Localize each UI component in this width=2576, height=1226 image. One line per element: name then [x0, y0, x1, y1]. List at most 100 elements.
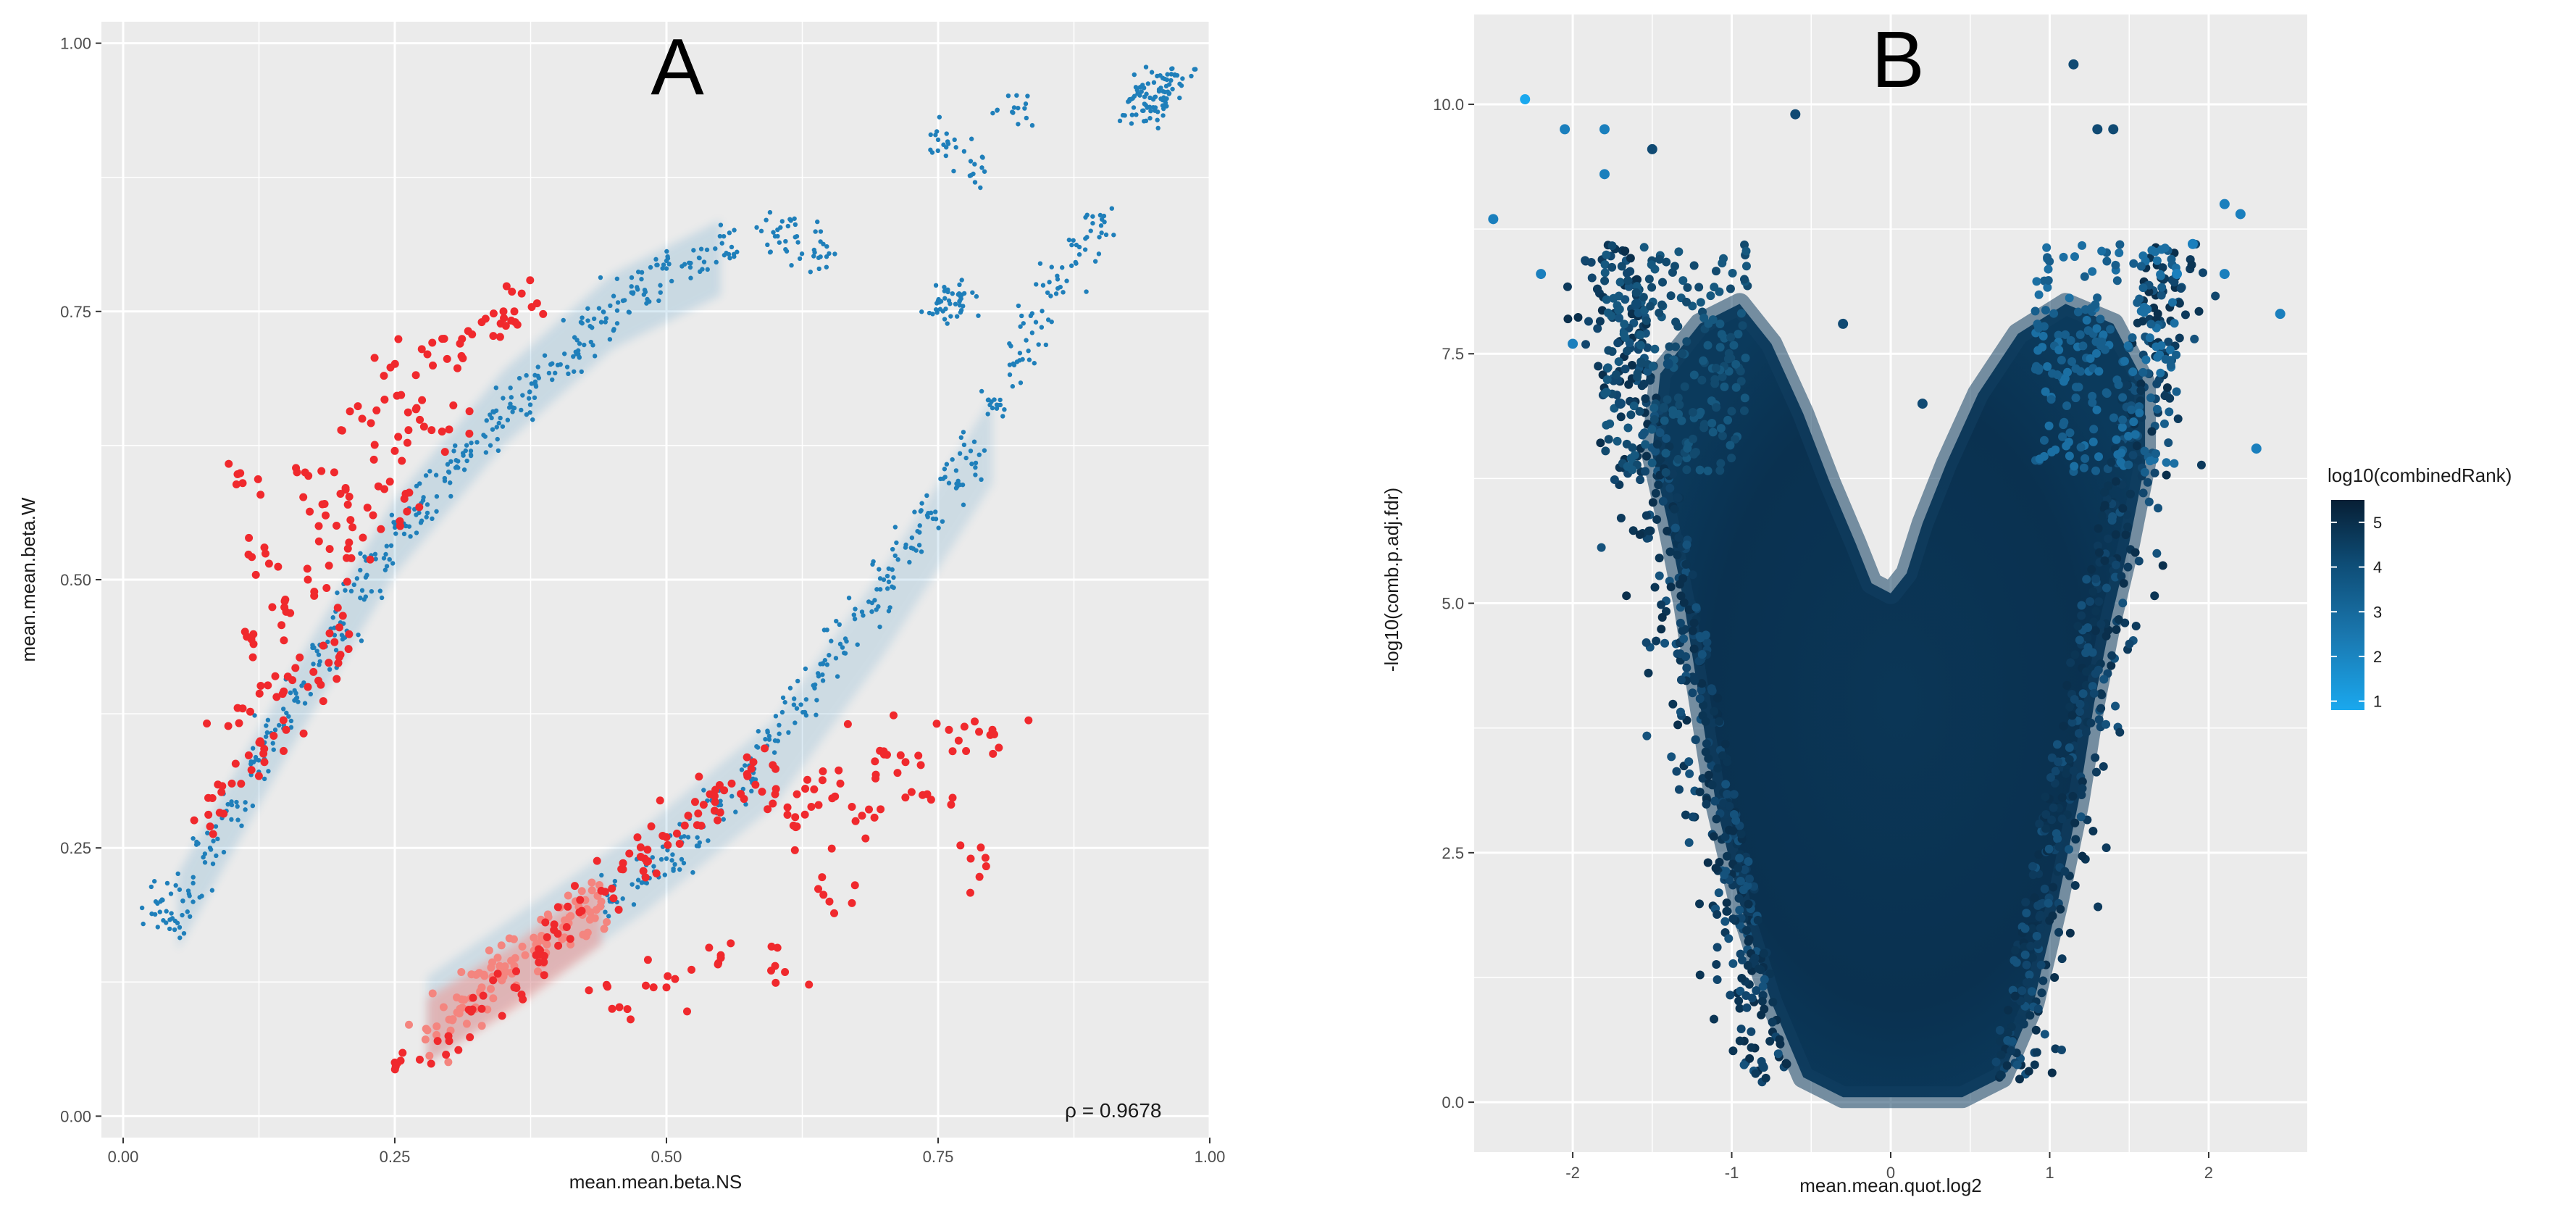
panel-b-scatter-point [2017, 986, 2027, 996]
panel-a-point-lower-band-blue [1151, 80, 1157, 86]
panel-a-point-upper-band-red [225, 459, 233, 468]
panel-b-scatter-point [2062, 441, 2071, 451]
panel-a-point-lower-band-blue [782, 700, 787, 705]
panel-b-scatter-point [2054, 757, 2063, 767]
panel-a-point-upper-band-red [335, 623, 343, 632]
panel-a-point-upper-band-red [235, 719, 243, 727]
panel-a-point-lower-band-blue [960, 482, 966, 488]
panel-a-point-lower-band-blue [1145, 81, 1151, 86]
panel-a-point-upper-band-blue [446, 469, 451, 475]
panel-a-point-lower-band-red [664, 841, 672, 849]
panel-a-point-upper-band-blue [235, 817, 241, 822]
panel-b-scatter-point [1691, 735, 1700, 744]
panel-b-scatter-point [2081, 680, 2091, 690]
panel-a-point-lower-band-red [810, 785, 819, 793]
panel-a-point-upper-band-red [251, 570, 260, 579]
panel-b-scatter-point [2112, 276, 2122, 285]
panel-a-point-upper-band-red [271, 672, 280, 680]
panel-b-scatter-point [2139, 308, 2149, 317]
panel-b-scatter-point [1697, 679, 1707, 688]
panel-a-point-lower-band-red [396, 1056, 405, 1065]
panel-b-scatter-point [1654, 480, 1663, 490]
panel-b-scatter-point [1703, 341, 1713, 350]
panel-a-point-upper-band-blue [811, 247, 817, 253]
panel-a-point-upper-band-blue [779, 219, 785, 224]
panel-b-scatter-point [1734, 893, 1744, 903]
panel-a-point-upper-band-red [464, 327, 472, 335]
panel-a-point-lower-band-blue [795, 678, 800, 684]
panel-b-scatter-point [1648, 362, 1657, 371]
panel-a-point-upper-band-blue [243, 800, 248, 805]
panel-a-point-lower-band-pink [597, 897, 606, 906]
panel-a-point-lower-band-blue [1134, 112, 1139, 117]
panel-a-point-lower-band-red [680, 821, 689, 830]
panel-b-scatter-point [1702, 799, 1711, 809]
panel-b-scatter-point [1739, 275, 1749, 284]
panel-b-scatter-point [1715, 287, 1724, 296]
panel-b-scatter-point [2076, 443, 2086, 452]
panel-b-scatter-point [2157, 291, 2166, 300]
panel-a-point-upper-band-blue [592, 354, 598, 359]
panel-a-point-lower-band-blue [846, 595, 852, 601]
panel-a-point-lower-band-blue [877, 576, 883, 581]
panel-a-point-lower-band-red [962, 747, 971, 756]
panel-a-point-upper-band-red [272, 693, 281, 701]
panel-a-point-lower-band-blue [979, 388, 984, 394]
panel-a-point-lower-band-blue [885, 573, 890, 579]
panel-b-scatter-point [2066, 658, 2075, 667]
panel-a-point-lower-band-blue [946, 480, 952, 485]
panel-b-scatter-point [1739, 406, 1749, 415]
panel-b-scatter-point [1696, 298, 1705, 307]
panel-a-point-upper-band-red [394, 433, 403, 441]
panel-a-point-lower-band-blue [1007, 372, 1013, 378]
panel-a-point-upper-band-blue [468, 453, 474, 459]
panel-b-scatter-point [1726, 284, 1735, 293]
panel-b-scatter-point [2035, 912, 2044, 922]
panel-a-point-upper-band-red [539, 309, 548, 318]
panel-a-point-upper-band-blue [691, 248, 696, 253]
panel-a-point-upper-band-blue [167, 926, 172, 932]
panel-b-highlight-point [1631, 299, 1642, 309]
panel-a-point-upper-band-blue [420, 498, 426, 503]
panel-b-scatter-point [1626, 254, 1635, 263]
panel-a-point-upper-band-blue [388, 543, 394, 549]
panel-a-point-lower-band-blue [982, 448, 987, 453]
panel-b-scatter-point [2065, 451, 2074, 461]
panel-b-scatter-point [2042, 243, 2052, 252]
panel-a-point-lower-band-red [948, 747, 957, 756]
panel-b-scatter-point [1600, 276, 1610, 285]
panel-b-scatter-point [2062, 680, 2072, 690]
panel-b-scatter-point [1616, 513, 1626, 522]
panel-a-point-upper-band-blue [527, 410, 532, 415]
panel-b-scatter-point [1586, 258, 1596, 267]
panel-a-point-lower-band-blue [933, 517, 939, 522]
panel-a-point-lower-band-red [848, 898, 856, 907]
panel-a-point-lower-band-red [433, 1037, 442, 1046]
panel-b-scatter-point [1741, 991, 1751, 1001]
panel-a-point-lower-band-blue [986, 397, 991, 402]
panel-b-scatter-point [2059, 722, 2068, 731]
panel-a-point-lower-band-blue [1170, 66, 1175, 71]
panel-b-scatter-point [1678, 574, 1688, 583]
panel-a-point-upper-band-blue [401, 531, 407, 537]
panel-b-scatter-point [2096, 689, 2106, 699]
panel-a-point-upper-band-red [369, 511, 377, 520]
panel-b-scatter-point [1623, 276, 1633, 285]
panel-b-scatter-point [1710, 706, 1719, 716]
panel-b-scatter-point [1593, 324, 1602, 333]
panel-a-point-lower-band-blue [664, 856, 669, 862]
panel-a-point-lower-band-blue [1102, 220, 1107, 225]
panel-b-scatter-point [2022, 909, 2031, 918]
panel-b-scatter-point [2156, 270, 2165, 279]
panel-a-point-lower-band-red [672, 829, 681, 838]
panel-b-scatter-point [1655, 308, 1664, 317]
panel-b-scatter-point [1765, 969, 1775, 979]
panel-a-point-upper-band-blue [191, 899, 196, 904]
panel-b-scatter-point [1663, 526, 1672, 535]
panel-b-scatter-point [1752, 986, 1761, 996]
panel-a-points [139, 64, 1198, 1074]
panel-b-scatter-point [1652, 636, 1661, 646]
panel-a-point-lower-band-blue [1019, 313, 1024, 319]
panel-a-point-lower-band-red [927, 796, 935, 804]
panel-a-point-upper-band-blue [682, 262, 687, 267]
